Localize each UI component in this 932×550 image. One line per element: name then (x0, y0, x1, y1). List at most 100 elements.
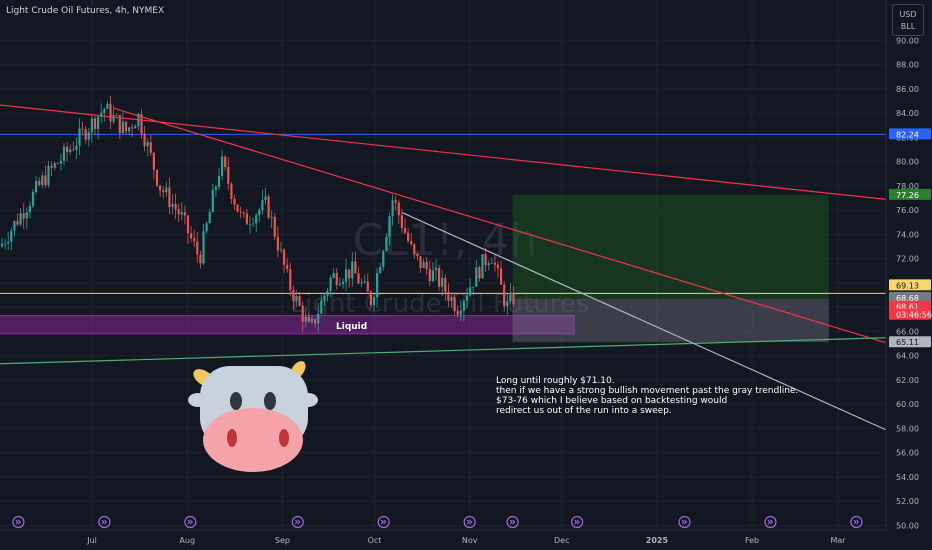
cow-eye-right (264, 392, 276, 410)
x-tick-label: Aug (179, 536, 195, 545)
candle-body (335, 273, 338, 286)
candle-body (44, 175, 47, 186)
candle-body (478, 267, 481, 279)
event-icon-ring (506, 515, 519, 529)
candle-body (273, 216, 276, 237)
y-tick-label: 72.00 (896, 255, 919, 264)
price-tag (889, 128, 931, 140)
candle-body (56, 163, 59, 165)
cow-face-icon (188, 361, 318, 472)
economic-event-icon[interactable] (377, 515, 390, 529)
chart-title: Light Crude Oil Futures, 4h, NYMEX (6, 6, 165, 16)
candle-body (431, 270, 434, 282)
economic-event-icon[interactable] (678, 515, 691, 529)
currency-label: USD (899, 9, 917, 19)
candle-body (140, 113, 143, 135)
economic-event-icon[interactable] (506, 515, 519, 529)
candle-body (190, 233, 193, 239)
gray-trend (401, 211, 897, 436)
candle-body (363, 281, 366, 283)
liquid-zone-label: Liquid (336, 322, 368, 332)
price-tag (889, 279, 931, 291)
candle-body (506, 301, 509, 307)
economic-event-icon[interactable] (291, 515, 304, 529)
candle-body (38, 181, 41, 185)
economic-event-icon[interactable] (463, 515, 476, 529)
candle-body (301, 305, 304, 322)
candle-body (382, 250, 385, 267)
candle-body (208, 212, 211, 224)
y-tick-label: 60.00 (896, 400, 919, 409)
profit-zone (512, 194, 829, 299)
candle-body (202, 231, 205, 264)
candle-body (16, 221, 19, 225)
candle-body (41, 175, 44, 185)
candle-body (400, 215, 403, 229)
y-tick-label: 74.00 (896, 230, 919, 239)
price-tag-label: 68.68 (896, 294, 919, 303)
candle-body (366, 281, 369, 292)
economic-event-icon[interactable] (12, 515, 25, 529)
candle-body (323, 295, 326, 301)
economic-event-icon[interactable] (98, 515, 111, 529)
event-icon-arrows (681, 519, 688, 525)
candle-body (128, 127, 131, 132)
candle-body (469, 287, 472, 296)
candle-body (283, 249, 286, 265)
event-icon-arrows (853, 519, 860, 525)
candle-body (72, 149, 75, 151)
candle-body (307, 316, 310, 322)
cow-muzzle (203, 408, 303, 472)
candle-body (4, 243, 7, 245)
x-tick-label: Jul (86, 536, 97, 545)
candle-body (422, 262, 425, 268)
event-icon-arrows (101, 519, 108, 525)
candle-body (159, 185, 162, 191)
y-tick-label: 76.00 (896, 206, 919, 215)
candle-body (69, 149, 72, 153)
x-tick-label: Mar (830, 536, 846, 545)
economic-event-icon[interactable] (570, 515, 584, 529)
candle-body (341, 281, 345, 285)
candle-body (199, 254, 202, 264)
candle-body (62, 146, 66, 161)
candle-body (100, 112, 103, 117)
candle-body (50, 165, 53, 168)
y-tick-label: 90.00 (896, 36, 919, 45)
candle-body (13, 221, 16, 231)
cow-nostril-right (279, 429, 289, 447)
candle-body (472, 286, 475, 288)
candle-body (462, 300, 465, 311)
economic-event-icon[interactable] (764, 515, 777, 529)
candle-body (252, 223, 255, 225)
price-tag-label: 68.61 (896, 303, 919, 312)
candle-body (329, 277, 332, 291)
event-icon-arrows (294, 519, 301, 525)
candle-body (78, 128, 81, 146)
economic-event-icon[interactable] (850, 515, 863, 529)
event-icon-ring (678, 515, 691, 529)
candle-body (19, 213, 22, 225)
unit-menu[interactable]: USD BLL (892, 4, 924, 36)
candle-body (496, 264, 500, 269)
candle-body (388, 216, 391, 237)
event-icon-ring (463, 515, 476, 529)
candle-body (351, 261, 354, 279)
candle-body (509, 292, 512, 302)
economic-event-icon[interactable] (184, 515, 197, 529)
candle-body (87, 132, 90, 140)
candle-body (487, 263, 490, 266)
candle-body (0, 243, 4, 247)
candle-body (503, 284, 506, 307)
event-icon-ring (570, 515, 584, 529)
candle-body (304, 316, 307, 322)
candle-body (270, 216, 273, 218)
trade-note: Long until roughly $71.10. then if we ha… (496, 376, 836, 416)
price-tag-label: 77.26 (896, 191, 919, 200)
price-tag-label: 82.24 (896, 130, 919, 139)
candle-body (379, 266, 382, 274)
event-icon-ring (291, 515, 304, 529)
candle-body (25, 212, 28, 219)
y-tick-label: 84.00 (896, 109, 919, 118)
